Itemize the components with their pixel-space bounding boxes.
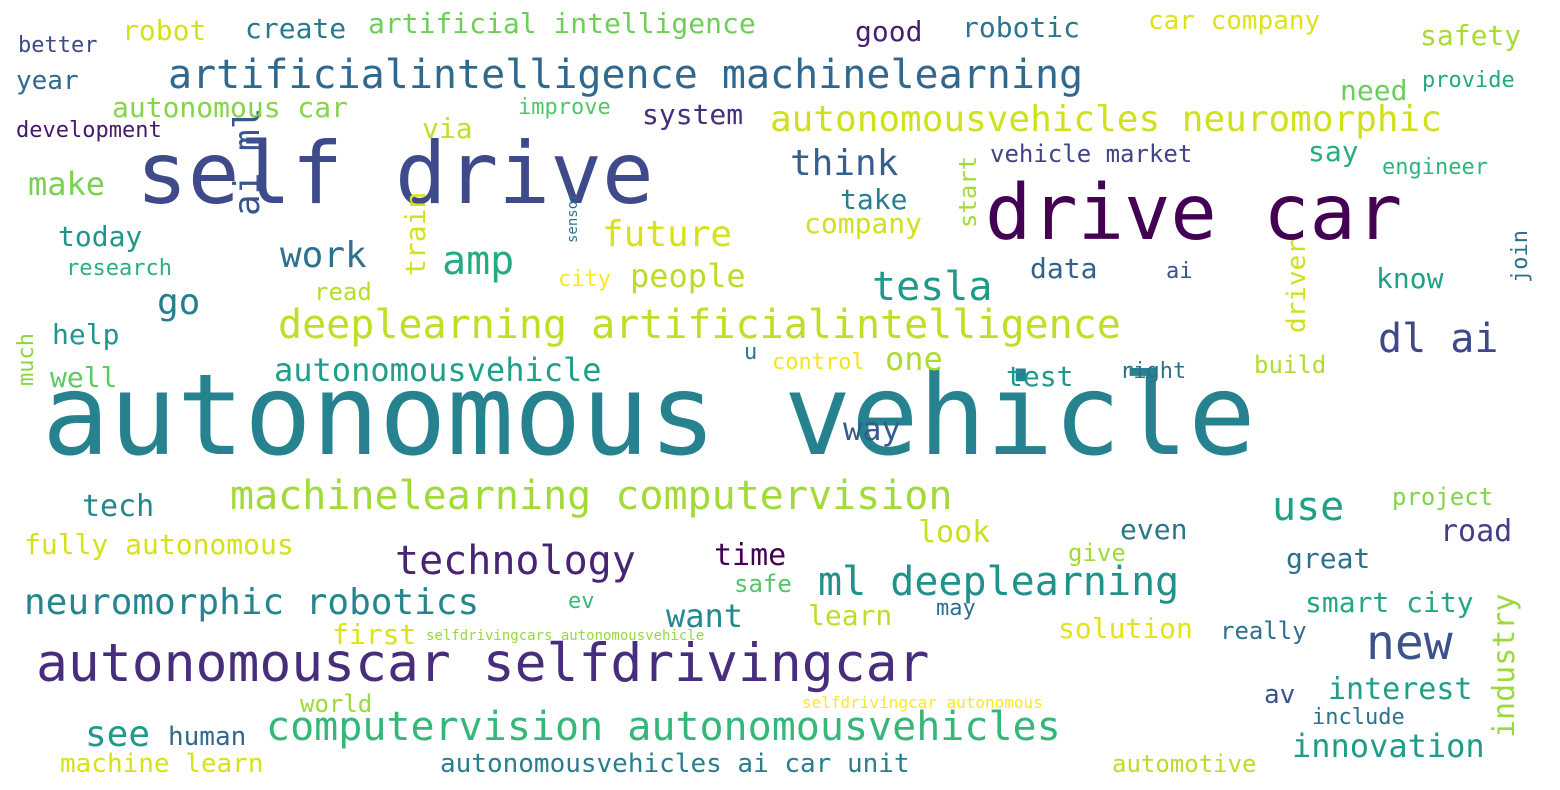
word-see: see xyxy=(85,714,151,755)
word-machinelearning-computervision: machinelearning computervision xyxy=(230,473,953,519)
word-engineer: engineer xyxy=(1382,155,1488,180)
word-give: give xyxy=(1068,539,1126,567)
word-make: make xyxy=(28,165,106,203)
word-know: know xyxy=(1376,262,1444,295)
word-tech: tech xyxy=(82,489,155,524)
word-look: look xyxy=(918,515,991,550)
word-right: right xyxy=(1120,359,1187,384)
word-time: time xyxy=(714,538,787,573)
word-development: development xyxy=(16,118,162,143)
word-human: human xyxy=(168,722,247,752)
word-autonomous-car: autonomous car xyxy=(112,91,349,124)
word-company: company xyxy=(804,207,923,240)
word-solution: solution xyxy=(1058,612,1193,645)
word-really: really xyxy=(1220,617,1307,645)
word-even: even xyxy=(1120,513,1188,546)
word-one: one xyxy=(885,340,943,378)
word-new: new xyxy=(1366,615,1453,671)
word-driver: driver xyxy=(1282,239,1312,333)
word-today: today xyxy=(58,220,143,253)
word-artificial-intelligence: artificial intelligence xyxy=(368,7,756,40)
word-autonomous-vehicle: autonomous vehicle xyxy=(42,351,1256,481)
word-via: via xyxy=(422,112,473,145)
word-automotive: automotive xyxy=(1112,750,1257,778)
word-smart-city: smart city xyxy=(1305,586,1474,619)
word-start: start xyxy=(954,155,982,228)
word-artificialintelligence-machinelearning: artificialintelligence machinelearning xyxy=(168,52,1084,98)
word-selfdrivingcars-autonomousvehicle: selfdrivingcars autonomousvehicle xyxy=(426,628,705,644)
word-safety: safety xyxy=(1420,19,1522,52)
word-vehicle-market: vehicle market xyxy=(990,140,1193,168)
word-want: want xyxy=(666,597,744,635)
word-test: test xyxy=(1006,360,1074,393)
word-self-drive: self drive xyxy=(136,124,654,224)
word-fully-autonomous: fully autonomous xyxy=(24,528,294,561)
word-world: world xyxy=(300,690,373,718)
word-may: may xyxy=(936,596,976,621)
word-people: people xyxy=(630,257,746,295)
word-robot: robot xyxy=(122,14,207,47)
word-autonomousvehicle: autonomousvehicle xyxy=(274,351,602,389)
word-use: use xyxy=(1272,484,1345,530)
word-well: well xyxy=(50,361,118,394)
word-build: build xyxy=(1254,351,1327,379)
word-control: control xyxy=(772,350,865,375)
word-selfdrivingcar-autonomous: selfdrivingcar autonomous xyxy=(802,693,1043,712)
word-city: city xyxy=(558,267,611,292)
word-robotic: robotic xyxy=(962,11,1081,44)
word-need: need xyxy=(1340,74,1408,107)
word-first: first xyxy=(332,618,417,651)
word-computervision-autonomousvehicles: computervision autonomousvehicles xyxy=(266,704,1061,750)
word-system: system xyxy=(642,98,744,131)
word-autonomouscar-selfdrivingcar: autonomouscar selfdrivingcar xyxy=(36,633,930,694)
word-technology: technology xyxy=(395,538,636,584)
word-train: train xyxy=(399,191,432,276)
word-machine-learn: machine learn xyxy=(60,749,264,779)
word-better: better xyxy=(18,33,98,58)
word-drive-car: drive car xyxy=(985,169,1403,258)
word-much: much xyxy=(14,333,39,386)
word-innovation: innovation xyxy=(1292,727,1485,765)
word-autonomousvehicles-ai-car-unit: autonomousvehicles ai car unit xyxy=(440,749,910,779)
word-interest: interest xyxy=(1328,672,1473,707)
word-improve: improve xyxy=(518,95,611,120)
word-way: way xyxy=(843,410,901,448)
word-project: project xyxy=(1392,483,1494,511)
word-sensor: sensor xyxy=(565,192,581,243)
word-great: great xyxy=(1286,542,1371,575)
word-go: go xyxy=(157,282,201,323)
word-autonomousvehicles-neuromorphic: autonomousvehicles neuromorphic xyxy=(770,99,1442,140)
word-think: think xyxy=(790,143,899,184)
word-work: work xyxy=(280,235,367,276)
word-include: include xyxy=(1312,705,1405,730)
word-create: create xyxy=(245,12,347,45)
word-data: data xyxy=(1030,252,1098,285)
word-u: u xyxy=(744,340,758,365)
word-research: research xyxy=(66,256,172,281)
word-take: take xyxy=(840,183,908,216)
word-ml-deeplearning: ml deeplearning xyxy=(818,559,1180,605)
word-tesla: tesla xyxy=(872,264,993,310)
word-road: road xyxy=(1440,514,1513,549)
word-read: read xyxy=(314,278,372,306)
word-ev: ev xyxy=(568,589,595,614)
word-good: good xyxy=(855,15,923,48)
word-future: future xyxy=(602,214,733,255)
word-year: year xyxy=(16,66,79,96)
word-ai: ai xyxy=(1166,259,1193,284)
word-help: help xyxy=(52,318,120,351)
word-say: say xyxy=(1308,135,1359,168)
word-deeplearning-artificialintelligence: deeplearning artificialintelligence xyxy=(278,302,1121,348)
word-amp: amp xyxy=(442,238,515,284)
word-learn: learn xyxy=(808,599,893,632)
word-neuromorphic-robotics: neuromorphic robotics xyxy=(24,582,480,623)
word-safe: safe xyxy=(734,570,792,598)
word-join: join xyxy=(1508,230,1533,283)
word-car-company: car company xyxy=(1148,6,1321,36)
word-industry: industry xyxy=(1487,593,1522,739)
word-dl-ai: dl ai xyxy=(1378,316,1499,362)
word-provide: provide xyxy=(1422,68,1515,93)
word-av: av xyxy=(1264,680,1296,710)
